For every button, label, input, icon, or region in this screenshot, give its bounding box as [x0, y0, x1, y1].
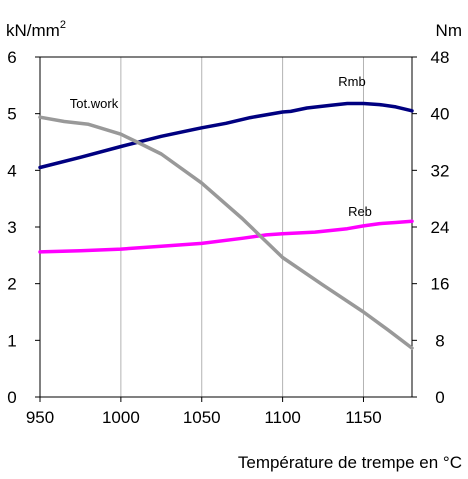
y-right-tick-label: 0 [435, 388, 444, 407]
y-left-tick-label: 1 [7, 331, 16, 350]
series-label-rmb: Rmb [338, 74, 365, 89]
tick-labels: 950 1000 1050 1100 1150 0 1 2 3 4 5 6 0 8 16 24 32 40 48 [7, 48, 449, 427]
left-axis-unit-superscript: 2 [60, 19, 66, 31]
x-tick-label: 1150 [345, 408, 382, 427]
y-left-tick-label: 6 [7, 48, 16, 67]
y-left-tick-label: 2 [7, 275, 16, 294]
series [38, 101, 414, 350]
series-label-reb: Reb [348, 204, 372, 219]
y-right-tick-label: 32 [431, 161, 450, 180]
left-axis-unit: kN/mm2 [6, 19, 66, 40]
series-line-rmb [38, 101, 414, 170]
series-line-tot-work [38, 115, 414, 350]
x-tick-label: 1000 [102, 408, 140, 427]
y-left-tick-label: 4 [7, 161, 16, 180]
series-label-tot-work: Tot.work [70, 96, 119, 111]
y-right-tick-label: 40 [431, 105, 450, 124]
right-axis-unit: Nm [436, 21, 462, 40]
y-right-tick-label: 24 [431, 218, 450, 237]
x-axis-title: Température de trempe en °C [238, 453, 462, 472]
x-tick-label: 950 [26, 408, 54, 427]
y-left-tick-label: 3 [7, 218, 16, 237]
y-left-tick-label: 0 [7, 388, 16, 407]
y-left-tick-label: 5 [7, 105, 16, 124]
y-right-tick-label: 48 [431, 48, 450, 67]
x-tick-label: 1100 [264, 408, 301, 427]
grid-lines [120, 57, 364, 397]
y-right-tick-label: 8 [435, 331, 444, 350]
x-tick-label: 1050 [183, 408, 221, 427]
y-right-tick-label: 16 [431, 275, 450, 294]
series-line-reb [38, 219, 414, 254]
